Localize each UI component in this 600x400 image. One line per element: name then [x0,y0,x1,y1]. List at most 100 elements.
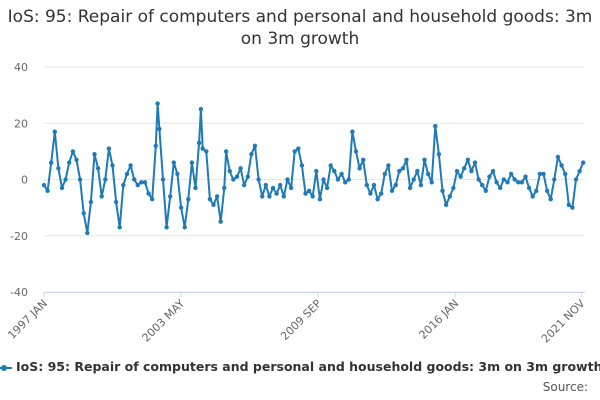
data-point[interactable] [321,177,326,182]
data-point[interactable] [249,152,254,157]
data-point[interactable] [63,177,68,182]
data-point[interactable] [552,177,557,182]
data-point[interactable] [193,185,198,191]
data-point[interactable] [267,194,272,199]
data-point[interactable] [422,157,427,162]
data-point[interactable] [81,211,86,216]
data-point[interactable] [530,194,535,199]
data-point[interactable] [70,149,76,154]
data-point[interactable] [270,185,276,191]
data-point[interactable] [52,129,57,134]
data-point[interactable] [252,143,258,148]
data-point[interactable] [407,185,413,191]
data-point[interactable] [375,197,380,202]
data-point[interactable] [207,197,213,202]
data-point[interactable] [469,168,474,174]
data-point[interactable] [573,177,579,182]
data-point[interactable] [146,191,151,196]
data-point[interactable] [175,171,180,177]
data-point[interactable] [433,123,438,129]
data-point[interactable] [418,182,424,188]
data-point[interactable] [324,185,330,191]
data-point[interactable] [223,149,229,154]
data-point[interactable] [501,177,506,182]
data-point[interactable] [544,188,550,193]
data-point[interactable] [371,182,377,188]
data-point[interactable] [559,163,564,168]
data-point[interactable] [415,168,420,174]
data-point[interactable] [508,171,514,177]
data-point[interactable] [189,160,195,165]
data-point[interactable] [310,194,315,199]
data-point[interactable] [343,180,348,185]
data-point[interactable] [292,149,297,154]
data-point[interactable] [498,185,503,191]
data-point[interactable] [368,191,373,196]
data-point[interactable] [182,225,187,230]
data-point[interactable] [204,149,209,154]
data-point[interactable] [274,191,279,196]
data-point[interactable] [581,160,586,165]
data-point[interactable] [364,182,369,188]
data-point[interactable] [335,177,341,182]
data-point[interactable] [429,180,434,185]
data-point[interactable] [135,182,140,188]
data-point[interactable] [139,180,144,185]
data-point[interactable] [67,160,72,165]
data-point[interactable] [234,174,240,179]
data-point[interactable] [299,163,305,168]
data-point[interactable] [124,171,130,177]
data-point[interactable] [218,219,223,224]
data-point[interactable] [238,166,243,171]
data-point[interactable] [59,185,65,191]
data-point[interactable] [379,191,384,196]
legend[interactable]: IoS: 95: Repair of computers and persona… [0,359,600,381]
data-point[interactable] [128,163,133,168]
data-point[interactable] [563,171,568,177]
data-point[interactable] [95,166,101,171]
data-point[interactable] [526,185,532,191]
data-point[interactable] [425,171,431,177]
data-point[interactable] [288,185,294,191]
data-point[interactable] [110,163,115,168]
data-point[interactable] [222,185,227,191]
data-point[interactable] [328,163,333,168]
data-point[interactable] [77,177,83,182]
data-point[interactable] [350,129,355,134]
data-point[interactable] [263,182,268,188]
data-point[interactable] [483,188,488,193]
data-point[interactable] [121,182,126,188]
data-point[interactable] [361,157,366,162]
data-point[interactable] [103,177,108,182]
data-point[interactable] [198,107,204,112]
data-point[interactable] [56,166,61,171]
data-point[interactable] [451,185,456,191]
data-point[interactable] [386,163,391,168]
data-point[interactable] [160,177,166,182]
data-point[interactable] [260,194,265,199]
data-point[interactable] [541,171,546,177]
data-point[interactable] [397,168,402,174]
data-point[interactable] [132,177,137,182]
data-point[interactable] [171,160,176,165]
data-point[interactable] [382,171,387,177]
data-point[interactable] [303,191,308,196]
data-point[interactable] [494,180,499,185]
data-point[interactable] [281,194,286,199]
data-point[interactable] [168,194,173,199]
data-point[interactable] [447,194,452,199]
data-point[interactable] [516,180,521,185]
data-point[interactable] [436,152,442,157]
data-point[interactable] [317,197,323,202]
data-point[interactable] [454,168,460,174]
data-point[interactable] [393,182,398,188]
data-point[interactable] [505,180,510,185]
data-point[interactable] [537,171,543,177]
data-point[interactable] [534,188,539,193]
data-point[interactable] [480,182,485,188]
data-point[interactable] [142,180,148,185]
data-point[interactable] [346,177,351,182]
data-point[interactable] [178,205,184,210]
data-point[interactable] [555,154,561,160]
data-point[interactable] [153,143,158,148]
